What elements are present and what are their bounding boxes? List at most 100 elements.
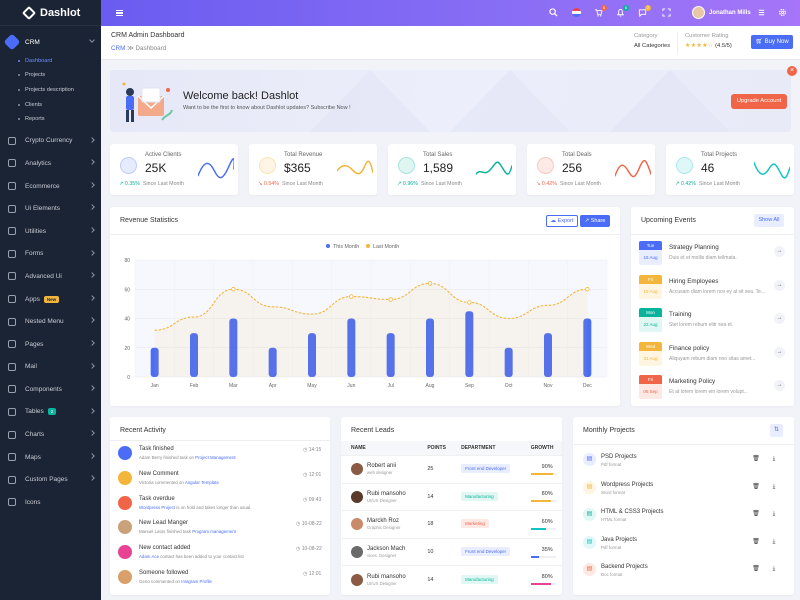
- lead-role: Graphic Designer: [367, 525, 401, 531]
- sidebar-item-analytics[interactable]: Analytics: [0, 152, 101, 175]
- chevron-icon: [89, 453, 95, 459]
- stat-label: Total Revenue: [284, 152, 323, 158]
- activity-title: Task overdue: [139, 495, 175, 502]
- table-row[interactable]: Robert anii web designer 25 Front end Devel…: [341, 455, 562, 484]
- gear-icon[interactable]: [778, 8, 787, 17]
- sidebar-item-utilities[interactable]: Utilities: [0, 220, 101, 243]
- trash-icon[interactable]: 🗑︎: [752, 483, 760, 490]
- user-menu[interactable]: Jonathan Mills: [692, 6, 751, 19]
- sidebar-item-crm[interactable]: CRM: [0, 31, 101, 54]
- sidebar-item-charts[interactable]: Charts: [0, 423, 101, 446]
- bell-icon[interactable]: [616, 8, 625, 17]
- card-title: Monthly Projects: [583, 427, 635, 434]
- col-header-name[interactable]: NAME: [341, 441, 418, 456]
- lead-name: Robert anii: [367, 463, 397, 470]
- sidebar-item-forms[interactable]: Forms: [0, 243, 101, 266]
- event-item[interactable]: Fri 19 Aug Hiring Employees Accusam diam lo…: [639, 274, 786, 303]
- activity-link[interactable]: Project Management: [195, 455, 236, 460]
- trash-icon[interactable]: 🗑︎: [752, 456, 760, 462]
- category-filter[interactable]: Category All Categories: [634, 33, 671, 49]
- download-icon[interactable]: ⤓: [772, 566, 776, 572]
- lead-name: Jackson Mach: [367, 546, 406, 553]
- arrow-right-icon[interactable]: →: [774, 313, 785, 324]
- rating-stars: ★★★★☆: [685, 43, 714, 49]
- sidebar-item-apps[interactable]: Apps New: [0, 288, 101, 311]
- event-item[interactable]: Fri 06 Sep Marketing Policy Et at lorem lor…: [639, 375, 786, 403]
- chevron-icon: [89, 37, 95, 43]
- chevron-icon: [89, 317, 95, 324]
- download-icon[interactable]: ⤓: [772, 511, 776, 517]
- breadcrumb-crm[interactable]: CRM: [111, 45, 126, 52]
- chevron-icon: [89, 181, 95, 188]
- event-item[interactable]: Tue 16 Aug Strategy Planning Duis et et mol…: [639, 241, 786, 269]
- download-icon[interactable]: ⤓: [772, 483, 776, 490]
- arrow-right-icon[interactable]: →: [774, 380, 785, 391]
- table-row[interactable]: Marckh Roz Graphic Designer 18 Marketing 60%: [341, 510, 562, 539]
- arrow-right-icon[interactable]: →: [774, 279, 785, 291]
- show-all-button[interactable]: Show All: [754, 214, 784, 227]
- activity-link[interactable]: Instgram Profile: [181, 579, 212, 584]
- arrow-right-icon[interactable]: →: [774, 346, 785, 358]
- project-item: ▤ HTML & CSS3 Projects HTML format 🗑︎ ⤓: [583, 506, 783, 534]
- col-header-growth[interactable]: GROWTH: [520, 441, 562, 456]
- trash-icon[interactable]: 🗑︎: [752, 566, 760, 572]
- col-header-points[interactable]: POINTS: [417, 441, 452, 456]
- event-description: Accusam diam lorem nov ey al sit sea. Te…: [669, 288, 766, 295]
- menu-toggle-icon[interactable]: [116, 10, 123, 16]
- table-row[interactable]: Rubi mansoho UI/UX Designer 14 Manufacturin…: [341, 565, 562, 594]
- logo[interactable]: Dashlot: [0, 0, 101, 26]
- sidebar-item-pages[interactable]: Pages: [0, 333, 101, 356]
- brand-name: Dashlot: [40, 6, 81, 19]
- sidebar-item-tables[interactable]: Tables 2: [0, 401, 101, 424]
- file-icon: ▤: [583, 563, 596, 576]
- activity-title: New contact added: [139, 545, 191, 552]
- activity-link[interactable]: Adam Ace: [139, 554, 160, 560]
- flag-icon[interactable]: [572, 8, 581, 17]
- clock-icon: ◷: [296, 521, 302, 528]
- export-button[interactable]: ☁ Export: [546, 215, 578, 227]
- sidebar-item-components[interactable]: Components: [0, 378, 101, 401]
- activity-link[interactable]: Angular Template: [184, 479, 219, 485]
- sidebar-subitem-reports[interactable]: Reports: [0, 112, 101, 127]
- share-button[interactable]: ↗ Share: [580, 215, 610, 227]
- arrow-right-icon[interactable]: →: [774, 246, 785, 257]
- activity-link[interactable]: Program management: [192, 529, 236, 535]
- sidebar-item-advanced-ui[interactable]: Advanced Ui: [0, 265, 101, 288]
- sidebar-item-nested-menu[interactable]: Nested Menu: [0, 310, 101, 333]
- sidebar-item-ecommerce[interactable]: Ecommerce: [0, 175, 101, 198]
- table-row[interactable]: Jackson Mach vices. Designer 10 Front end D…: [341, 537, 562, 566]
- col-header-department[interactable]: DEPARTMENT: [451, 441, 521, 456]
- sidebar-subitem-clients[interactable]: Clients: [0, 97, 101, 112]
- search-icon[interactable]: [549, 8, 558, 17]
- sidebar-item-maps[interactable]: Maps: [0, 446, 101, 469]
- x-tick-label: Oct: [505, 383, 513, 389]
- lead-growth: 80%: [520, 482, 562, 511]
- list-icon[interactable]: [757, 8, 766, 17]
- sidebar-item-mail[interactable]: Mail: [0, 356, 101, 379]
- download-icon[interactable]: ⤓: [772, 538, 776, 545]
- revenue-chart: 0 20 40 60 80 Jan Feb Mar Apr May Jun Jul Aug Sep Oct N…: [124, 244, 608, 389]
- buy-now-button[interactable]: 🛒︎ Buy Now: [751, 35, 793, 49]
- sidebar-subitem-projects[interactable]: Projects: [0, 68, 101, 83]
- cart-icon[interactable]: [594, 8, 603, 17]
- stat-label: Total Sales: [423, 152, 453, 158]
- table-row[interactable]: Rubi mansoho UI/UX Designer 14 Manufacturin…: [341, 482, 562, 511]
- trash-icon[interactable]: 🗑︎: [752, 511, 760, 517]
- y-tick-label: 60: [124, 287, 130, 293]
- close-icon[interactable]: ×: [787, 66, 797, 76]
- upgrade-account-button[interactable]: Upgrade Account: [731, 94, 787, 109]
- sidebar-item-icons[interactable]: Icons: [0, 491, 101, 514]
- sidebar-item-ui-elements[interactable]: Ui Elements: [0, 197, 101, 220]
- sidebar-item-crypto[interactable]: Crypto Currency: [0, 130, 101, 153]
- event-item[interactable]: Wed 31 Aug Finance policy Aliquyam rebum di…: [639, 341, 786, 370]
- sort-icon[interactable]: ⇅: [770, 424, 783, 437]
- download-icon[interactable]: ⤓: [772, 456, 776, 462]
- activity-time: ◷ 10-08-22: [296, 521, 322, 528]
- event-item[interactable]: Mon 22 Aug Training Stet lorem rebum elitr …: [639, 308, 786, 336]
- sidebar-subitem-projects-description[interactable]: Projects description: [0, 83, 101, 98]
- trash-icon[interactable]: 🗑︎: [752, 538, 760, 545]
- fullscreen-icon[interactable]: [662, 8, 671, 17]
- activity-link[interactable]: Wordpress Project: [139, 504, 176, 510]
- sidebar-subitem-dashboard[interactable]: Dashboard: [0, 54, 101, 69]
- sidebar-item-custom-pages[interactable]: Custom Pages: [0, 468, 101, 491]
